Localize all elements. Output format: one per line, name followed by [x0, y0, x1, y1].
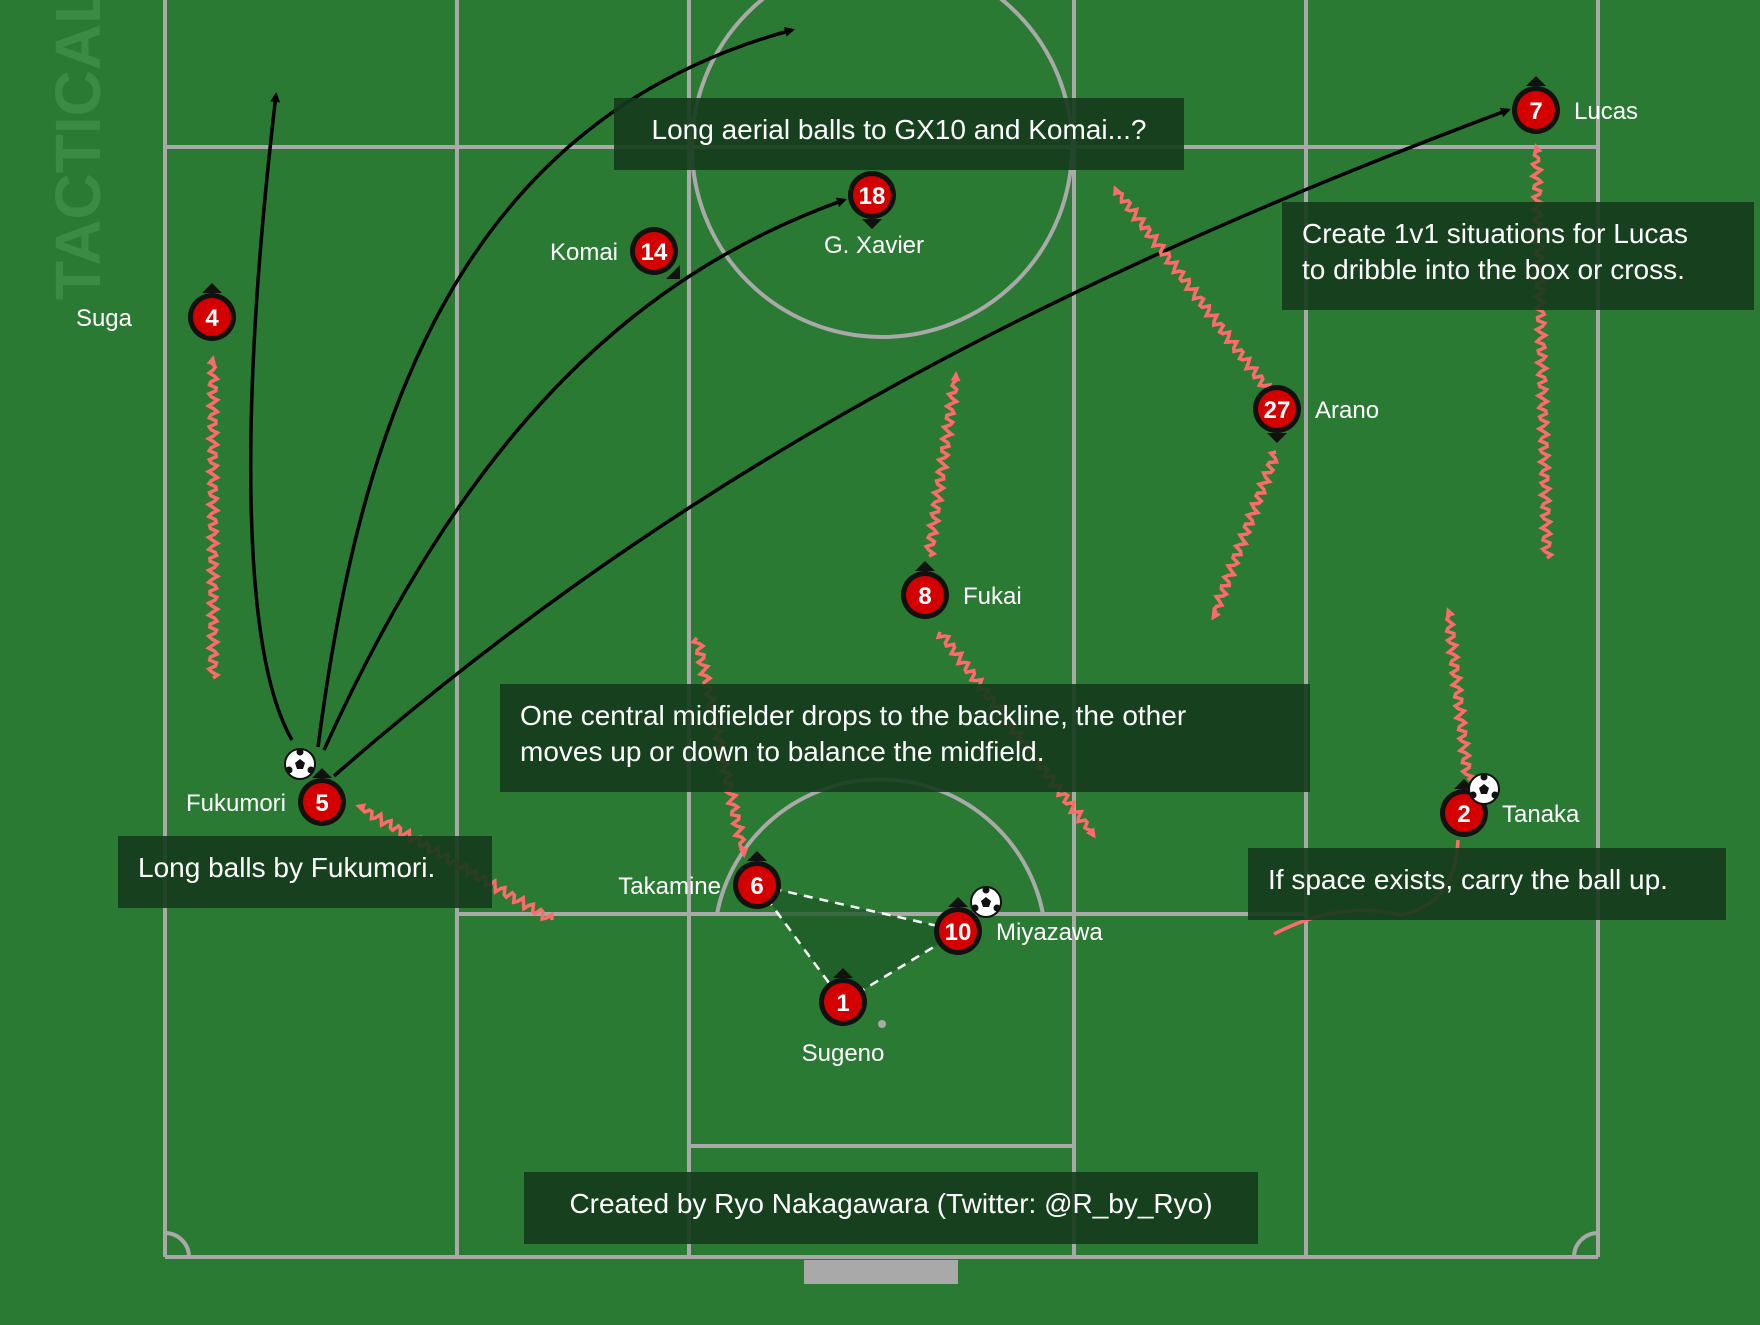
goal [804, 1260, 958, 1284]
player-name: Suga [76, 305, 133, 332]
player-disc [303, 783, 341, 821]
run-tanaka-arrow [1444, 607, 1476, 782]
pass-arrows [248, 27, 1511, 778]
player-name: Arano [1315, 397, 1379, 424]
note-aerial: Long aerial balls to GX10 and Komai...? [614, 98, 1184, 170]
run-arano-up-arrow [1113, 185, 1273, 391]
direction-marker [833, 968, 853, 978]
player-disc [1517, 91, 1555, 129]
player-token-p5: 5 Fukumori [186, 768, 346, 826]
player-token-p4: 4 Suga [76, 283, 236, 341]
player-disc [939, 912, 977, 950]
player-name: Fukumori [186, 790, 286, 817]
corner-arc-left [164, 1231, 191, 1258]
player-token-p7: 7 Lucas [1512, 76, 1638, 134]
run-fukai-arrow [923, 371, 961, 558]
player-disc [193, 298, 231, 336]
player-token-p1: 1 Sugeno [802, 968, 885, 1067]
note-tanaka: If space exists, carry the ball up. [1248, 848, 1726, 920]
balls-layer [284, 748, 1500, 918]
watermark-text: TACTICALista [42, 0, 114, 300]
player-number: 7 [1529, 98, 1542, 125]
note-lucas: Create 1v1 situations for Lucas to dribb… [1282, 202, 1754, 310]
player-name: Fukai [963, 583, 1022, 610]
penalty-spot [878, 1020, 886, 1028]
player-disc [1445, 794, 1483, 832]
pass-to-lucas [332, 107, 1511, 778]
note-midfield: One central midfielder drops to the back… [500, 684, 1310, 792]
player-disc [738, 866, 776, 904]
player-token-p18: 18 G. Xavier [824, 171, 924, 259]
run-arano-down-arrow [1211, 450, 1280, 621]
player-name: Tanaka [1502, 801, 1580, 828]
ball-fukumori-icon [284, 748, 316, 780]
player-disc [853, 176, 891, 214]
pass-to-center-circle [316, 27, 795, 748]
direction-marker [312, 768, 332, 778]
player-name: Lucas [1574, 98, 1638, 125]
direction-marker [915, 561, 935, 571]
defensive-triangle [757, 885, 960, 1002]
player-name: Takamine [618, 873, 721, 900]
player-token-p6: 6 Takamine [618, 851, 781, 909]
player-number: 14 [641, 239, 668, 266]
player-number: 18 [859, 183, 886, 210]
player-number: 4 [205, 305, 219, 332]
player-disc [635, 232, 673, 270]
ball-miyazawa-icon [970, 886, 1002, 918]
player-number: 10 [945, 919, 972, 946]
player-number: 27 [1264, 397, 1291, 424]
direction-marker [948, 897, 968, 907]
player-number: 2 [1457, 801, 1470, 828]
credit-note: Created by Ryo Nakagawara (Twitter: @R_b… [524, 1172, 1258, 1244]
player-name: G. Xavier [824, 232, 924, 259]
note-fukumori: Long balls by Fukumori. [118, 836, 492, 908]
player-disc [1258, 390, 1296, 428]
direction-marker [1526, 76, 1546, 86]
direction-marker [666, 265, 680, 279]
player-number: 8 [918, 583, 931, 610]
direction-marker [862, 219, 882, 229]
player-token-p14: 14 Komai [550, 227, 680, 279]
player-number: 5 [315, 790, 328, 817]
player-token-p27: 27 Arano [1253, 385, 1379, 443]
player-disc [824, 983, 862, 1021]
player-name: Miyazawa [996, 919, 1103, 946]
player-name: Komai [550, 239, 618, 266]
player-token-p10: 10 Miyazawa [934, 897, 1103, 955]
player-number: 6 [750, 873, 763, 900]
direction-marker [747, 851, 767, 861]
pass-to-g-xavier [322, 197, 847, 751]
player-number: 1 [836, 990, 849, 1017]
player-disc [906, 576, 944, 614]
corner-arc-right [1572, 1231, 1599, 1258]
direction-marker [202, 283, 222, 293]
player-name: Sugeno [802, 1040, 885, 1067]
pass-to-suga-zone [248, 92, 294, 741]
player-token-p8: 8 Fukai [901, 561, 1022, 619]
run-suga-arrow [204, 355, 221, 680]
ball-tanaka-icon [1468, 773, 1500, 805]
direction-marker [1267, 433, 1287, 443]
